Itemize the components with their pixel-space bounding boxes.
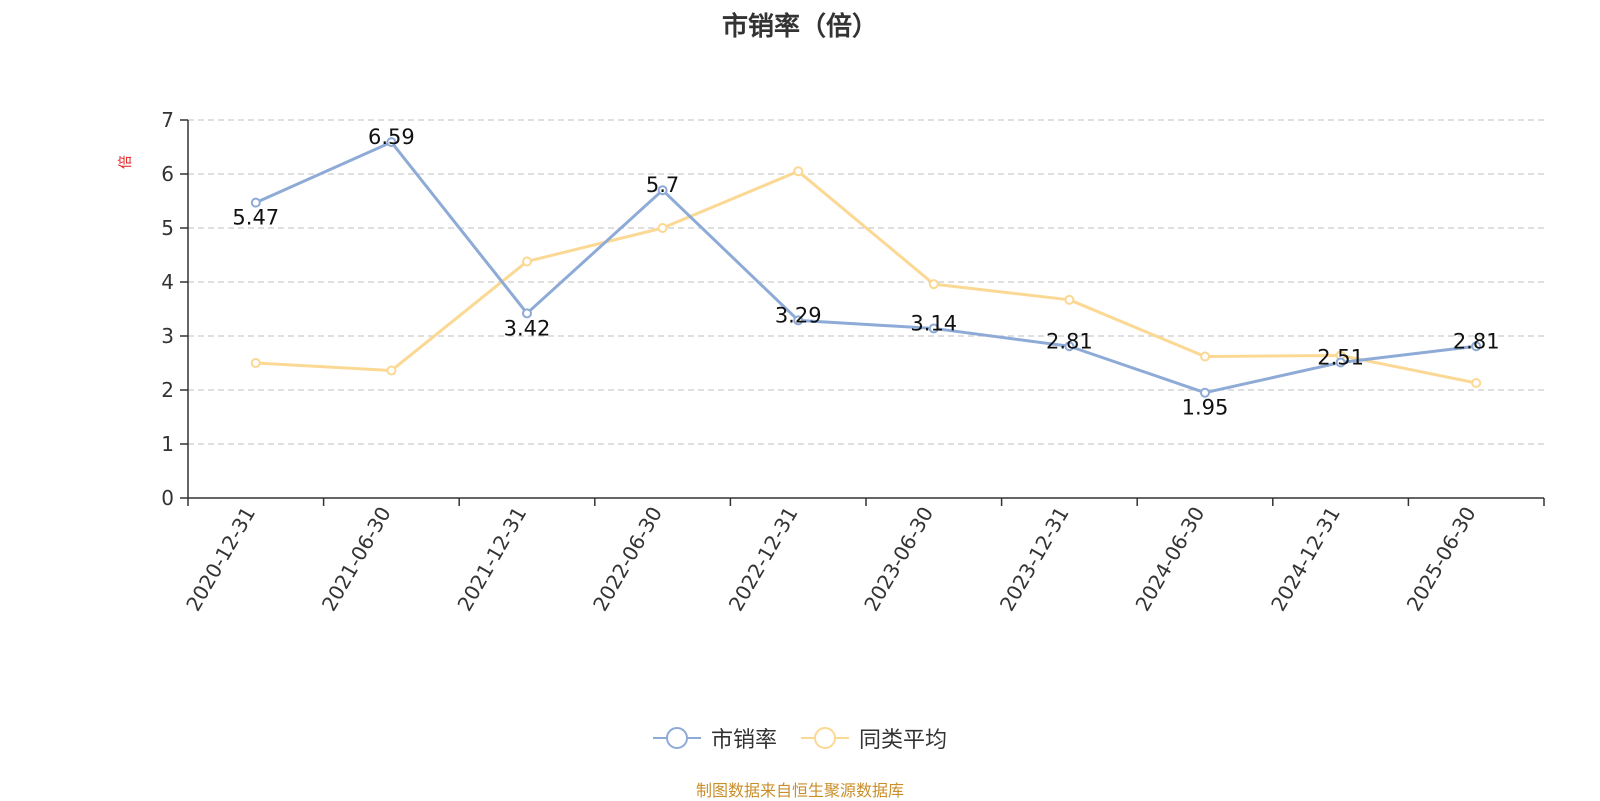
x-tick-label: 2022-06-30 [588, 503, 667, 616]
data-point[interactable] [1471, 341, 1482, 352]
x-tick-label: 2024-12-31 [1266, 503, 1345, 616]
grid-lines [188, 119, 1544, 445]
legend-item-series-2[interactable]: 同类平均 [801, 722, 947, 754]
data-label: 3.29 [775, 303, 822, 327]
x-tick-label: 2021-12-31 [452, 503, 531, 616]
legend: 市销率 同类平均 [0, 722, 1600, 754]
y-tick-label: 4 [161, 270, 174, 294]
y-tick-label: 6 [161, 162, 174, 186]
data-label: 3.14 [910, 311, 957, 335]
series-line-1 [255, 140, 1477, 395]
data-label: 1.95 [1182, 396, 1229, 420]
y-axis-unit-label: 倍 [118, 155, 134, 169]
data-point[interactable] [1064, 294, 1075, 305]
data-label: 2.81 [1453, 329, 1500, 353]
legend-marker-icon [652, 727, 701, 749]
data-label: 2.51 [1317, 345, 1364, 369]
data-point[interactable] [657, 185, 668, 196]
legend-label: 同类平均 [859, 728, 948, 753]
x-tick-label: 2023-12-31 [995, 503, 1074, 616]
data-label: 3.42 [504, 316, 551, 340]
data-label: 5.7 [646, 173, 679, 197]
data-point[interactable] [928, 323, 939, 334]
y-tick-label: 0 [161, 486, 174, 510]
data-point[interactable] [522, 256, 532, 267]
data-point[interactable] [1200, 387, 1210, 398]
data-point[interactable] [928, 279, 939, 290]
data-point[interactable] [386, 137, 397, 148]
data-label: 2.81 [1046, 329, 1093, 353]
data-point[interactable] [1200, 351, 1210, 362]
data-point[interactable] [793, 166, 804, 177]
y-tick-label: 5 [161, 216, 174, 240]
x-tick-label: 2025-06-30 [1402, 503, 1481, 616]
data-point[interactable] [1471, 377, 1482, 388]
x-tick-label: 2023-06-30 [859, 503, 938, 616]
y-tick-label: 1 [161, 432, 174, 456]
y-tick-label: 3 [161, 324, 174, 348]
data-point[interactable] [793, 315, 804, 326]
y-tick-label: 7 [161, 108, 174, 132]
legend-label: 市销率 [710, 728, 777, 753]
data-point[interactable] [1064, 341, 1075, 352]
series-layer [250, 137, 1482, 398]
legend-marker-icon [801, 727, 849, 749]
series-line-2 [255, 169, 1477, 385]
data-label: 6.59 [368, 125, 415, 149]
data-labels: 5.47 6.59 3.42 5.7 3.29 3.14 2.81 1.95 2.51 2.81 [232, 125, 1499, 420]
legend-item-series-1[interactable]: 市销率 [652, 722, 777, 754]
chart-title: 市销率（倍） [721, 12, 878, 42]
data-point[interactable] [522, 308, 532, 319]
source-note: 制图数据来自恒生聚源数据库 [695, 781, 904, 800]
y-tick-label: 2 [161, 378, 174, 402]
data-point[interactable] [386, 365, 397, 376]
x-tick-label: 2020-12-31 [181, 503, 260, 616]
x-tick-label: 2022-12-31 [724, 503, 803, 616]
data-point[interactable] [250, 358, 261, 368]
data-point[interactable] [250, 197, 261, 208]
data-point[interactable] [1335, 357, 1346, 368]
data-label: 5.47 [232, 206, 279, 230]
x-tick-label: 2021-06-30 [317, 503, 396, 616]
x-tick-label: 2024-06-30 [1130, 503, 1209, 616]
data-point[interactable] [657, 223, 668, 233]
